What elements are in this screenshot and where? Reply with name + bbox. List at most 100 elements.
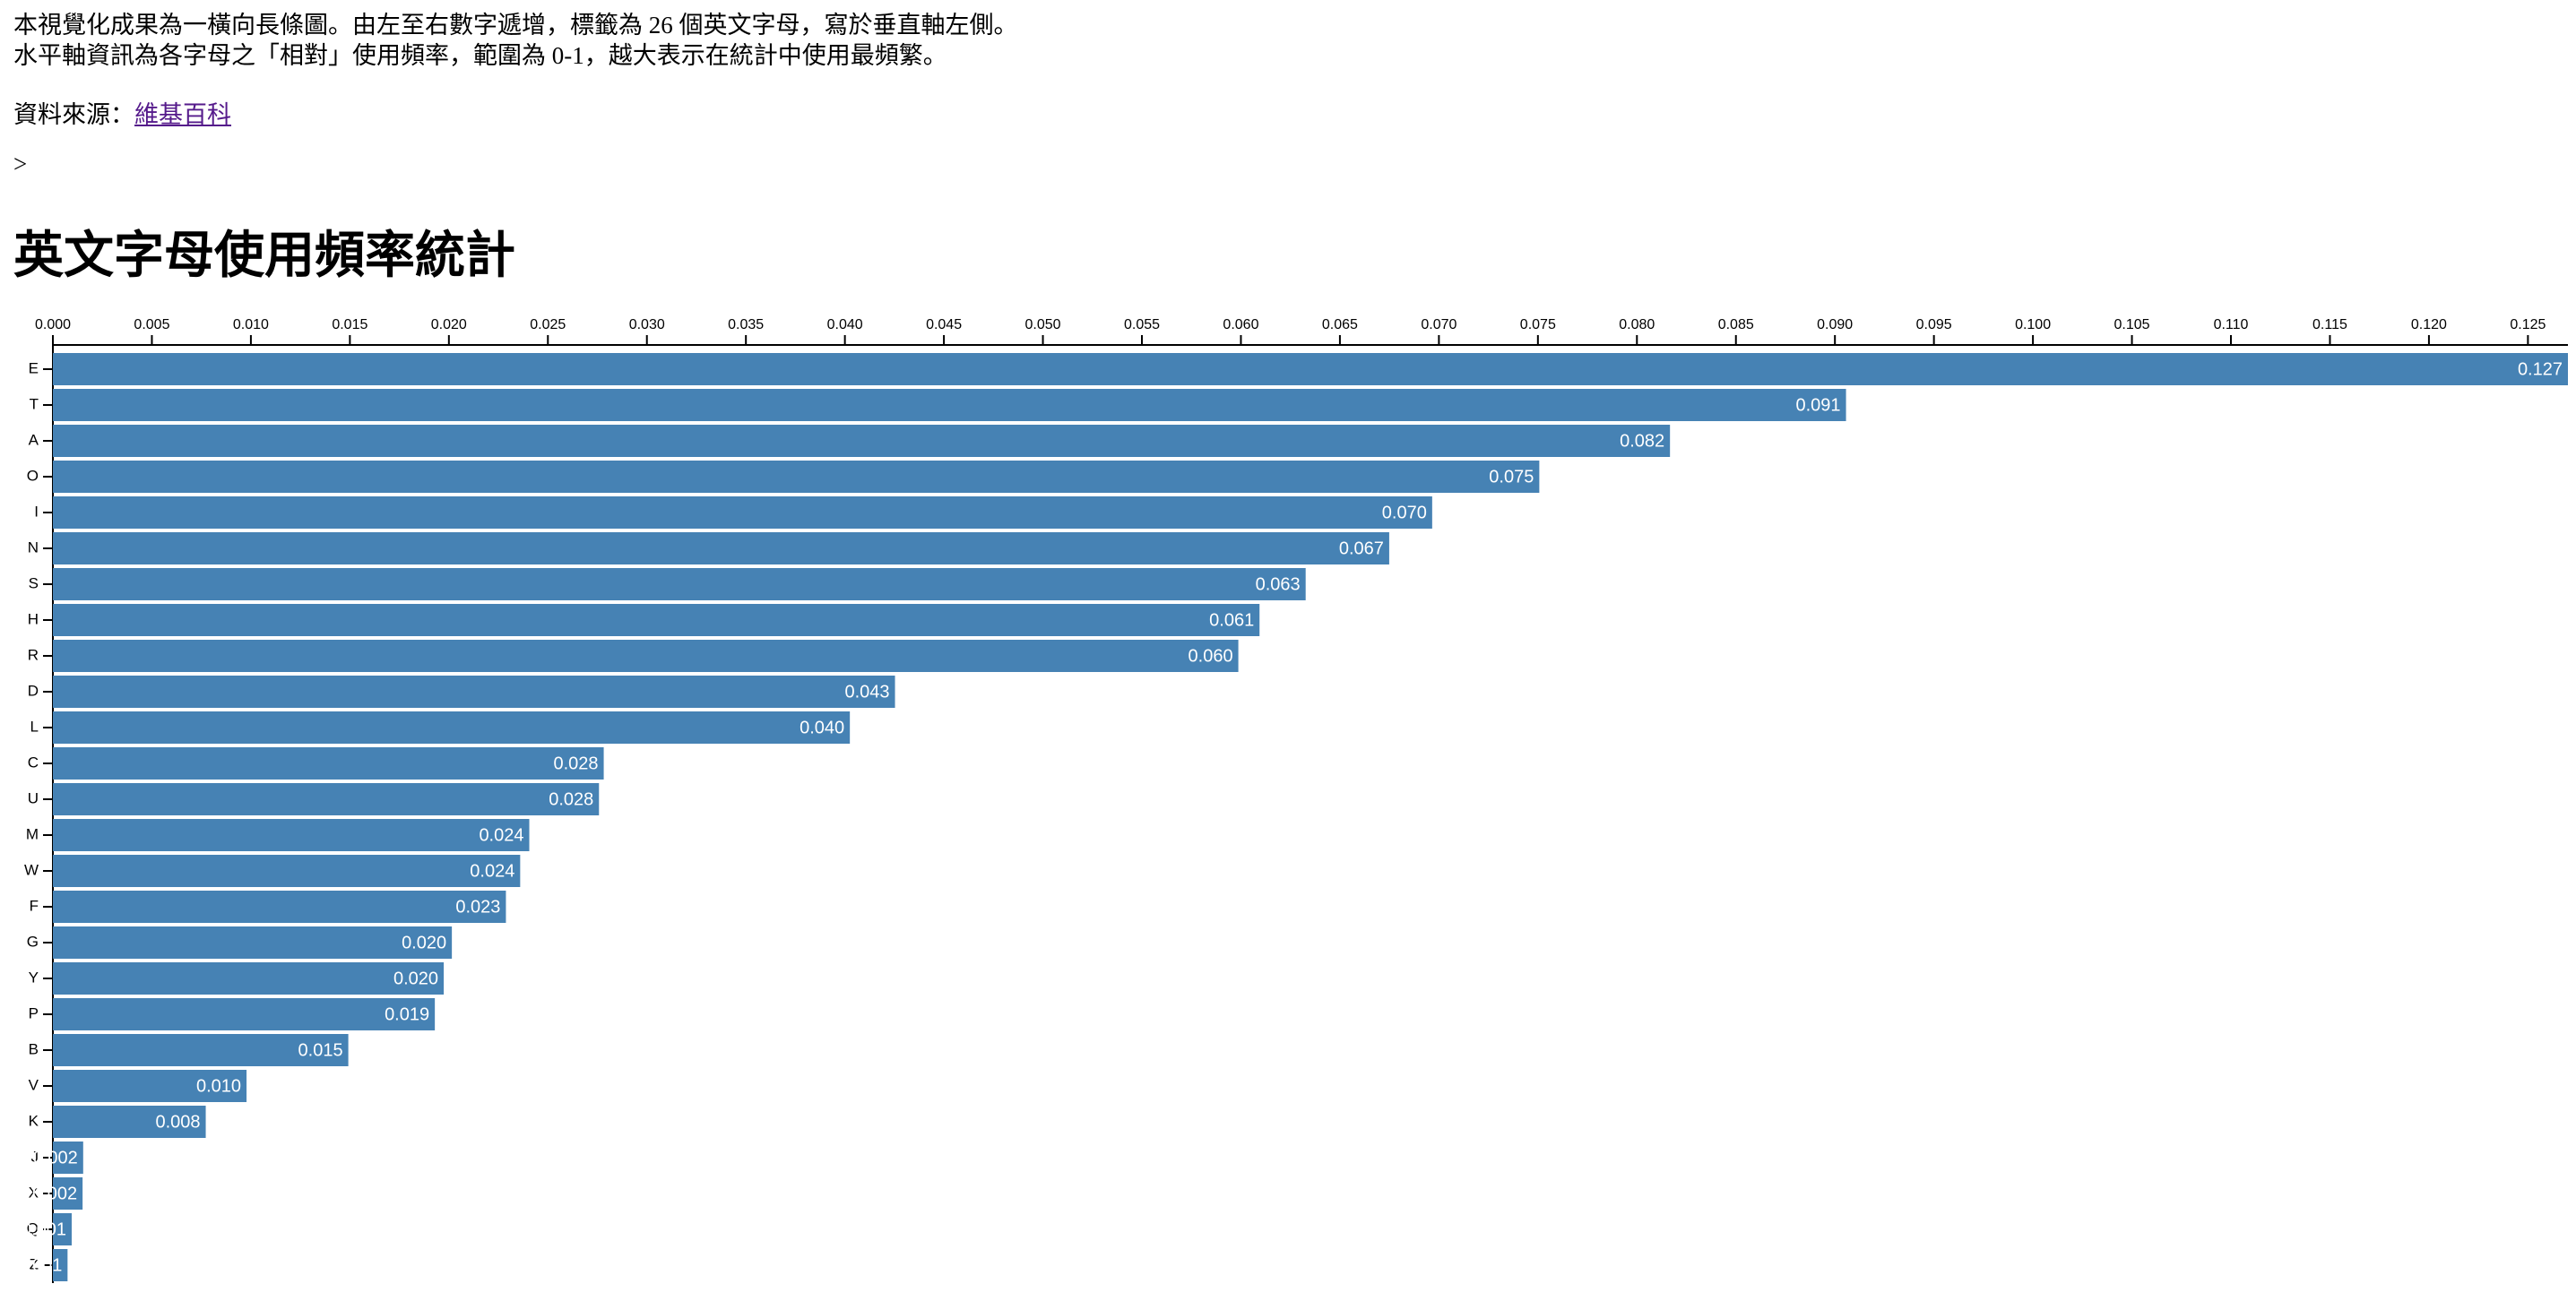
x-tick-label: 0.015 bbox=[332, 317, 367, 332]
y-tick-label: Q bbox=[27, 1219, 39, 1236]
bar bbox=[53, 389, 1846, 421]
bar bbox=[53, 998, 436, 1030]
source-link[interactable]: 維基百科 bbox=[134, 101, 231, 128]
x-tick-label: 0.010 bbox=[233, 317, 269, 332]
bar-label: 0.002 bbox=[33, 1148, 78, 1167]
bar-label: 0.043 bbox=[844, 682, 889, 702]
x-tick-label: 0.050 bbox=[1025, 317, 1061, 332]
bar-label: 0.091 bbox=[1795, 395, 1840, 415]
x-tick-label: 0.105 bbox=[2114, 317, 2150, 332]
bar-label: 0.002 bbox=[32, 1184, 77, 1203]
bar-label: 0.075 bbox=[1489, 467, 1534, 487]
y-tick-label: N bbox=[28, 538, 39, 556]
bar bbox=[53, 461, 1540, 493]
bar bbox=[53, 891, 506, 923]
bar-label: 0.060 bbox=[1189, 646, 1233, 666]
bar bbox=[53, 1177, 83, 1210]
bar bbox=[53, 855, 521, 887]
y-tick-label: G bbox=[27, 933, 39, 950]
x-tick-label: 0.065 bbox=[1322, 317, 1358, 332]
y-tick-label: V bbox=[29, 1076, 39, 1093]
bar bbox=[53, 962, 445, 995]
bar-label: 0.020 bbox=[393, 969, 438, 988]
bar-label: 0.010 bbox=[196, 1076, 241, 1096]
bar bbox=[53, 1034, 349, 1066]
bar-label: 0.067 bbox=[1339, 538, 1384, 558]
bar-label: 0.127 bbox=[2518, 359, 2563, 379]
bar bbox=[53, 783, 600, 815]
x-tick-label: 0.085 bbox=[1718, 317, 1754, 332]
x-tick-label: 0.100 bbox=[2015, 317, 2051, 332]
x-tick-label: 0.020 bbox=[431, 317, 467, 332]
x-tick-label: 0.095 bbox=[1916, 317, 1952, 332]
bar-label: 0.040 bbox=[800, 718, 844, 737]
x-tick-label: 0.120 bbox=[2411, 317, 2447, 332]
bar-label: 0.063 bbox=[1256, 574, 1301, 594]
x-tick-label: 0.060 bbox=[1223, 317, 1258, 332]
bar-label: 0.020 bbox=[402, 933, 446, 952]
bar bbox=[53, 496, 1432, 529]
bar-label: 0.023 bbox=[455, 897, 500, 917]
bar bbox=[53, 532, 1389, 564]
bar bbox=[53, 425, 1671, 457]
source-label: 資料來源： bbox=[13, 101, 134, 128]
bar bbox=[53, 568, 1306, 600]
y-tick-label: D bbox=[28, 682, 39, 699]
bar bbox=[53, 676, 895, 708]
y-tick-label: M bbox=[26, 825, 39, 842]
intro-line: 水平軸資訊為各字母之「相對」使用頻率，範圍為 0-1，越大表示在統計中使用最頻繁… bbox=[13, 42, 947, 69]
bar-label: 0.024 bbox=[479, 825, 523, 845]
y-tick-label: S bbox=[29, 574, 39, 591]
bar-label: 0.082 bbox=[1620, 431, 1664, 451]
bar bbox=[53, 353, 2568, 385]
x-tick-label: 0.055 bbox=[1124, 317, 1160, 332]
bar-label: 0.001 bbox=[22, 1219, 66, 1239]
bar bbox=[53, 1213, 72, 1245]
y-tick-label: Z bbox=[30, 1255, 39, 1272]
x-tick-label: 0.000 bbox=[35, 317, 71, 332]
y-tick-label: Y bbox=[29, 969, 39, 986]
bar bbox=[53, 926, 453, 959]
x-tick-label: 0.110 bbox=[2214, 317, 2249, 332]
y-tick-label: T bbox=[30, 395, 39, 412]
y-tick-label: I bbox=[34, 503, 39, 520]
x-tick-label: 0.035 bbox=[728, 317, 764, 332]
y-tick-label: R bbox=[28, 646, 39, 663]
x-tick-label: 0.040 bbox=[827, 317, 863, 332]
bar bbox=[53, 604, 1260, 636]
y-tick-label: U bbox=[28, 789, 39, 806]
bar-label: 0.070 bbox=[1382, 503, 1427, 522]
chart: 0.000 0.005 0.010 0.015 0.020 0.025 0.030 0.035… bbox=[17, 317, 2568, 1283]
bar-label: 0.015 bbox=[298, 1040, 343, 1060]
y-tick-label: P bbox=[29, 1004, 39, 1021]
bar-label: 0.024 bbox=[470, 861, 514, 881]
y-tick-label: O bbox=[27, 467, 39, 484]
x-tick-label: 0.005 bbox=[134, 317, 169, 332]
bar bbox=[53, 747, 604, 780]
x-tick-label: 0.080 bbox=[1619, 317, 1655, 332]
chart-title: 英文字母使用頻率統計 bbox=[13, 228, 515, 284]
x-tick-label: 0.090 bbox=[1817, 317, 1853, 332]
bar-label: 0.001 bbox=[17, 1255, 62, 1275]
y-tick-label: A bbox=[29, 431, 39, 448]
bar-label: 0.008 bbox=[155, 1112, 200, 1132]
bar-label: 0.019 bbox=[385, 1004, 429, 1024]
x-tick-label: 0.075 bbox=[1520, 317, 1556, 332]
bar-label: 0.028 bbox=[549, 789, 593, 809]
x-tick-label: 0.115 bbox=[2312, 317, 2347, 332]
x-tick-label: 0.070 bbox=[1421, 317, 1457, 332]
bar bbox=[53, 640, 1239, 672]
y-tick-label: X bbox=[29, 1184, 39, 1201]
y-tick-label: H bbox=[28, 610, 39, 627]
y-tick-label: E bbox=[29, 359, 39, 376]
y-tick-label: F bbox=[30, 897, 39, 914]
marker: > bbox=[13, 151, 28, 177]
y-tick-label: B bbox=[29, 1040, 39, 1057]
y-tick-label: L bbox=[30, 718, 39, 735]
x-tick-label: 0.045 bbox=[926, 317, 962, 332]
intro-line: 本視覺化成果為一橫向長條圖。由左至右數字遞增，標籤為 26 個英文字母，寫於垂直… bbox=[13, 12, 1018, 39]
x-tick-label: 0.030 bbox=[629, 317, 665, 332]
source: 資料來源：維基百科 bbox=[13, 95, 231, 130]
bar bbox=[53, 1142, 83, 1174]
